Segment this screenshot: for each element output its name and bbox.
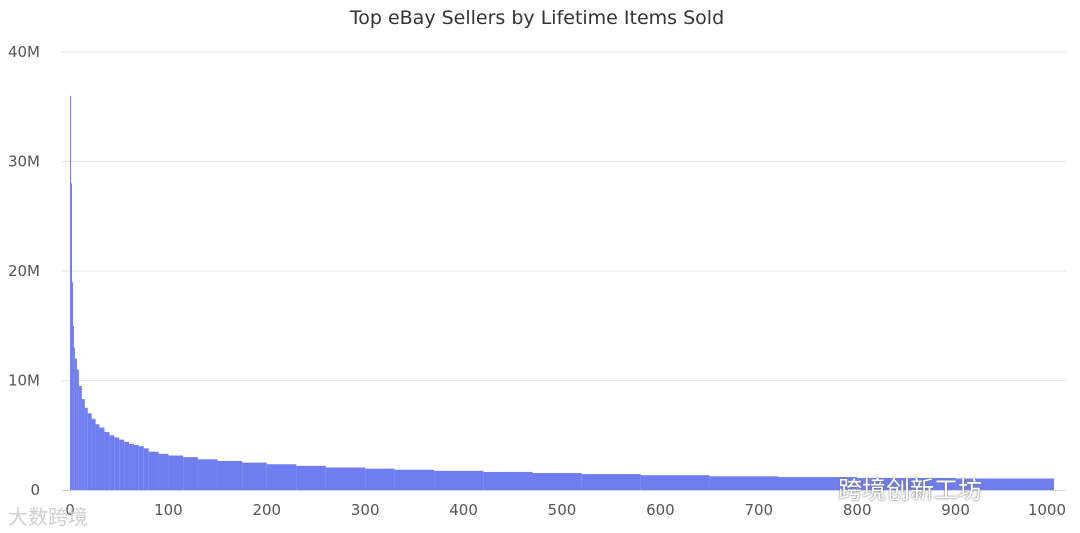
x-tick-label-7: 700 (744, 501, 773, 519)
bar-19 (129, 444, 134, 490)
bar-16 (114, 437, 120, 490)
bar-28 (217, 460, 243, 490)
watermark-right: 跨境创新工坊 (838, 476, 982, 504)
bar-2 (71, 281, 73, 490)
bar-43 (955, 478, 1054, 490)
bar-37 (532, 473, 582, 490)
y-tick-labels: 0 10M 20M 30M 40M (8, 43, 40, 499)
y-tick-label-4: 40M (8, 43, 40, 61)
y-tick-label-1: 10M (8, 372, 40, 390)
bar-7 (78, 385, 82, 490)
gridlines (61, 51, 1066, 381)
bar-6 (76, 369, 79, 490)
x-tick-label-4: 400 (449, 501, 478, 519)
x-tick-label-8: 800 (843, 501, 872, 519)
bar-10 (87, 413, 92, 490)
bar-3 (72, 325, 74, 490)
bar-33 (365, 468, 395, 490)
x-tick-label-1: 100 (154, 501, 183, 519)
bar-11 (91, 418, 96, 490)
bar-18 (124, 441, 130, 490)
bar-4 (73, 347, 75, 490)
x-tick-label-0: 0 (65, 501, 75, 519)
x-tick-label-2: 200 (252, 501, 281, 519)
bar-29 (242, 462, 267, 490)
bar-24 (158, 453, 169, 490)
bar-13 (99, 427, 105, 490)
bar-23 (148, 451, 159, 490)
bar-8 (81, 399, 85, 490)
bar-25 (168, 455, 184, 490)
x-tick-label-6: 600 (646, 501, 675, 519)
bar-1 (70, 183, 72, 490)
bars-group (70, 95, 1054, 491)
bar-38 (581, 474, 641, 490)
bar-17 (119, 439, 125, 490)
bar-36 (483, 471, 533, 490)
bar-32 (325, 467, 366, 490)
watermark-left: 大数跨境 (8, 505, 88, 529)
bar-21 (138, 446, 144, 490)
bar-0 (70, 95, 71, 491)
bar-39 (640, 475, 710, 490)
x-tick-label-9: 900 (941, 501, 970, 519)
bar-20 (133, 445, 139, 490)
bar-41 (778, 477, 858, 490)
x-tick-label-5: 500 (548, 501, 577, 519)
bar-42 (857, 477, 956, 490)
chart-title: Top eBay Sellers by Lifetime Items Sold (349, 7, 724, 29)
bar-5 (74, 358, 77, 490)
y-tick-label-0: 0 (30, 481, 40, 499)
bar-40 (709, 476, 779, 490)
bar-9 (84, 407, 88, 490)
bar-26 (183, 457, 198, 490)
x-tick-label-10: 1000 (1028, 501, 1066, 519)
bar-27 (197, 459, 218, 490)
bar-12 (95, 424, 100, 490)
x-tick-labels: 0 100 200 300 400 500 600 700 800 900 1000 (65, 501, 1066, 519)
bar-31 (296, 465, 326, 490)
bar-22 (143, 448, 149, 490)
bar-14 (104, 431, 110, 490)
bar-15 (109, 435, 115, 490)
bar-35 (434, 470, 484, 490)
bar-34 (394, 469, 435, 490)
x-tick-label-3: 300 (351, 501, 380, 519)
y-tick-label-2: 20M (8, 262, 40, 280)
bar-30 (266, 464, 297, 490)
y-tick-label-3: 30M (8, 153, 40, 171)
